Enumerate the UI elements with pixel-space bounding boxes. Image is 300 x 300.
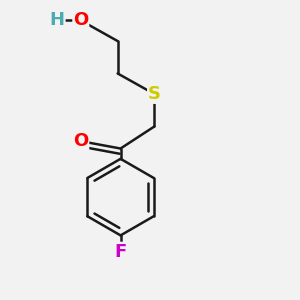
Text: H: H (50, 11, 65, 29)
Text: S: S (148, 85, 161, 103)
Text: O: O (73, 132, 88, 150)
Text: O: O (73, 11, 88, 29)
Text: F: F (114, 243, 127, 261)
